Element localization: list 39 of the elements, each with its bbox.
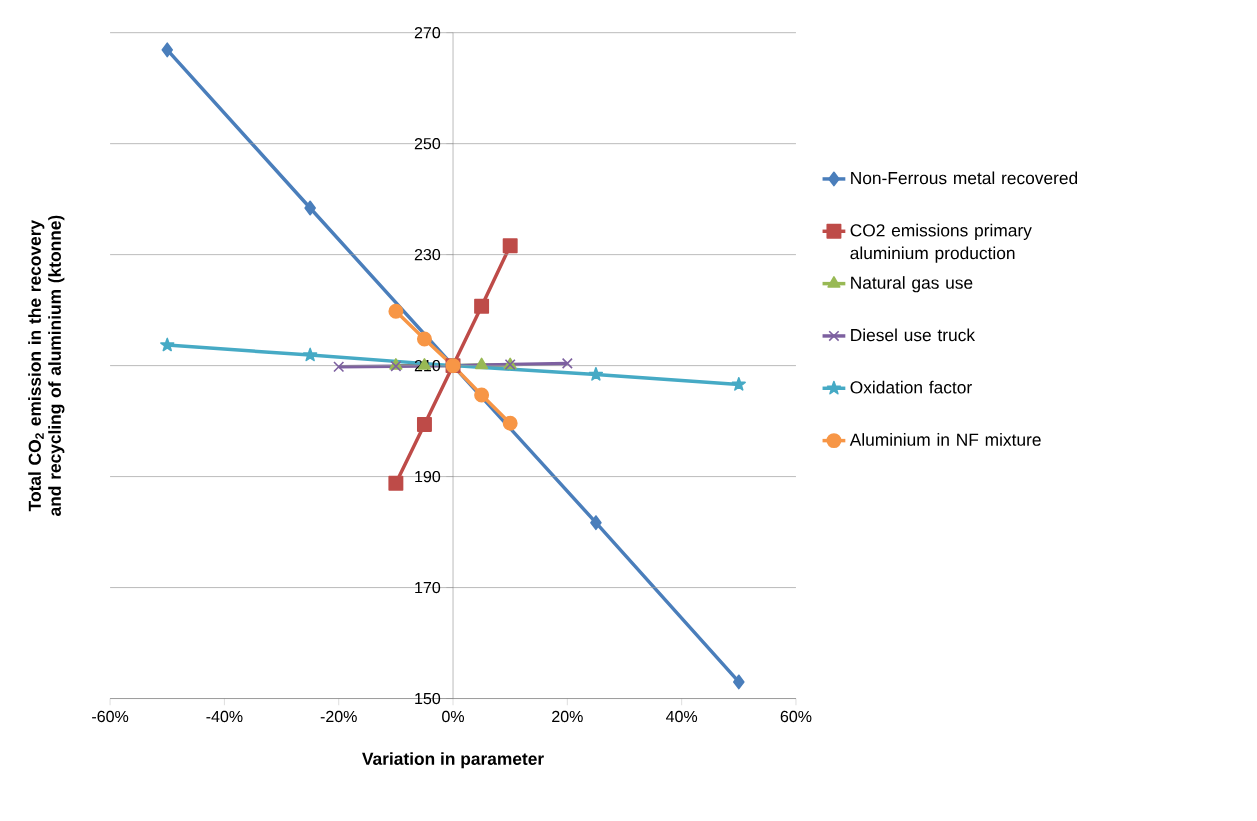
point (303, 347, 318, 362)
x-tick-label: 0% (442, 711, 465, 723)
point (388, 303, 404, 319)
point (161, 42, 174, 58)
point (590, 515, 602, 531)
point (388, 475, 404, 491)
x-tick-label: -60% (92, 711, 129, 723)
x-axis-title: Variation in parameter (362, 752, 544, 769)
point (160, 337, 175, 352)
y-tick-label: 150 (415, 693, 441, 705)
point (474, 387, 490, 403)
x-tick-label: 40% (666, 711, 698, 723)
x-tick-label: 60% (780, 711, 812, 723)
legend-label: Aluminium in NF mixture (849, 433, 1041, 447)
point (502, 238, 518, 254)
y-tick-label: 270 (414, 27, 441, 39)
legend-label: CO2 emissions primary aluminium production (850, 223, 1032, 263)
point (333, 361, 345, 373)
legend-label: Non-Ferrous metal recovered (851, 171, 1078, 185)
y-tick-label: 230 (414, 249, 441, 261)
point (416, 417, 432, 433)
y-tick-label: 190 (415, 471, 441, 483)
point (304, 200, 316, 216)
point (502, 416, 518, 431)
x-tick-label: 20% (552, 711, 583, 723)
point (733, 674, 745, 690)
x-tick-label: -20% (320, 711, 357, 723)
legend-label: Diesel use truck (851, 328, 976, 342)
y-tick-label: 170 (415, 582, 441, 594)
point (588, 367, 604, 381)
point (731, 377, 746, 391)
point (475, 357, 489, 370)
point (474, 298, 490, 314)
legend-label: Oxidation factor (850, 380, 972, 394)
y-tick-label: 250 (414, 138, 441, 150)
point (416, 331, 432, 347)
legend-label: Natural gas use (851, 276, 973, 293)
point (561, 358, 573, 370)
x-tick-label: -40% (206, 711, 243, 723)
